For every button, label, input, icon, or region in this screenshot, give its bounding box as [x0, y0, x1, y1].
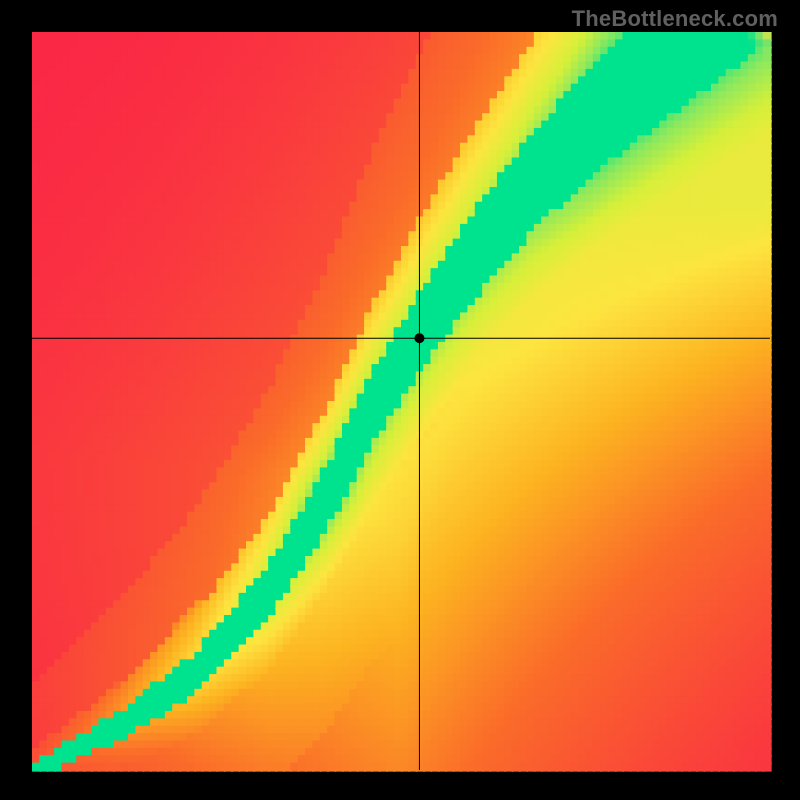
watermark-text: TheBottleneck.com: [572, 6, 778, 32]
heatmap-plot: [0, 0, 800, 800]
